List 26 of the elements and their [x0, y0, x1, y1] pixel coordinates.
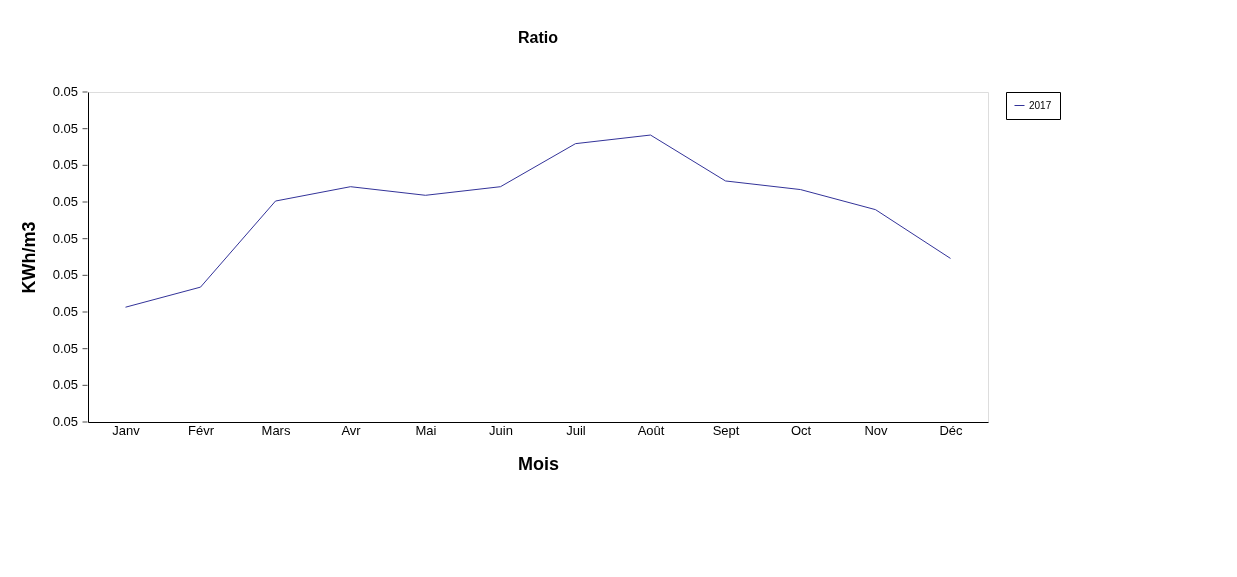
text: 0.05 [52, 84, 78, 99]
text: 0.05 [52, 194, 78, 209]
y-axis-title: KWh/m3 [18, 221, 39, 294]
text: 0.05 [52, 414, 78, 429]
text: 0.05 [52, 157, 78, 173]
x-tick-label: Sept [712, 422, 740, 438]
x-tick-label: Févr [188, 422, 215, 438]
text: 0.05 [52, 120, 78, 136]
x-tick-label: Août [637, 422, 665, 438]
text: 0.05 [52, 304, 78, 319]
x-tick-label: Avr [341, 422, 362, 438]
x-tick-label: Nov [864, 422, 889, 438]
x-axis-title: Mois [517, 453, 560, 474]
x-tick-label: Oct [790, 422, 812, 438]
text: 0.05 [52, 230, 78, 246]
x-tick-label: Juin [489, 422, 513, 438]
legend-label: 2017 [1029, 99, 1052, 111]
x-tick-label: Janv [112, 422, 141, 438]
x-tick-label: Juil [566, 422, 586, 438]
chart-title: Ratio [518, 29, 559, 46]
text: 0.05 [52, 377, 78, 393]
x-tick-label: Déc [939, 422, 964, 438]
x-tick-label: Mars [261, 422, 291, 438]
text: 0.05 [52, 267, 78, 283]
x-tick-label: Mai [415, 422, 437, 438]
text: 0.05 [52, 340, 78, 356]
